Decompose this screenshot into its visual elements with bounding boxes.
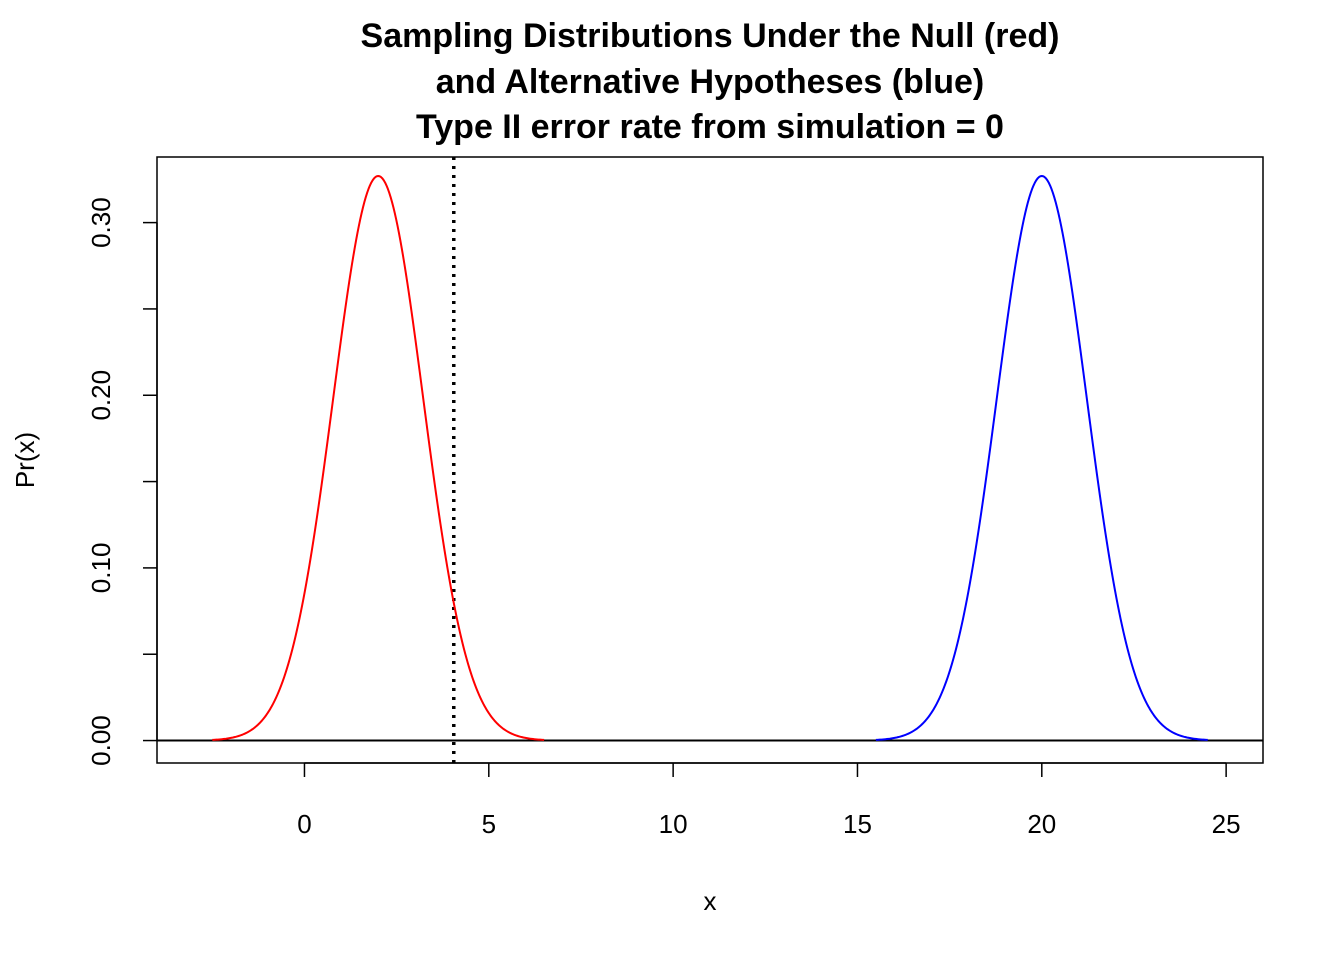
density-curves [212, 174, 1208, 741]
x-tick-label: 15 [843, 809, 872, 839]
alternative-distribution-curve [875, 174, 1208, 741]
y-tick-label: 0.10 [86, 543, 116, 594]
x-axis: 0 5 10 15 20 25 [297, 762, 1241, 839]
x-tick-label: 0 [297, 809, 311, 839]
reference-lines [157, 157, 1263, 763]
y-axis: 0.00 0.10 0.20 0.30 [86, 197, 158, 766]
x-axis-label: x [704, 886, 717, 916]
y-axis-label: Pr(x) [10, 432, 40, 488]
x-tick-label: 25 [1212, 809, 1241, 839]
chart-title-line-1: Sampling Distributions Under the Null (r… [361, 17, 1060, 55]
null-distribution-curve [212, 174, 545, 741]
x-tick-label: 5 [482, 809, 496, 839]
chart-title-line-3: Type II error rate from simulation = 0 [416, 108, 1004, 146]
y-tick-label: 0.00 [86, 715, 116, 766]
y-tick-label: 0.30 [86, 197, 116, 248]
plot-area-frame [156, 156, 1264, 764]
x-tick-label: 20 [1027, 809, 1056, 839]
x-tick-label: 10 [659, 809, 688, 839]
chart-title-line-2: and Alternative Hypotheses (blue) [436, 63, 985, 101]
y-tick-label: 0.20 [86, 370, 116, 421]
